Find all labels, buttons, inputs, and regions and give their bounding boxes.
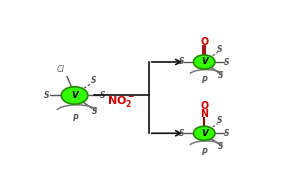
Text: P: P (202, 77, 208, 85)
Text: Cl: Cl (57, 65, 65, 74)
Text: S: S (217, 116, 223, 125)
Circle shape (193, 126, 215, 140)
Circle shape (193, 55, 215, 69)
Text: V: V (71, 91, 78, 100)
Text: V: V (201, 129, 208, 138)
Text: S: S (218, 142, 223, 151)
Text: S: S (179, 129, 185, 138)
Text: S: S (218, 71, 223, 80)
Circle shape (61, 87, 88, 104)
Text: S: S (224, 129, 230, 138)
Text: V: V (201, 57, 208, 67)
Text: S: S (44, 91, 50, 100)
Text: S: S (92, 107, 98, 116)
Text: S: S (217, 45, 223, 54)
Text: O: O (200, 37, 208, 47)
Text: P: P (202, 148, 208, 157)
Text: $\mathbf{NO_2^-}$: $\mathbf{NO_2^-}$ (107, 94, 135, 109)
Text: N: N (200, 109, 208, 119)
Text: P: P (72, 115, 78, 123)
Text: S: S (179, 57, 185, 67)
Text: S: S (92, 76, 97, 85)
Text: S: S (224, 58, 230, 67)
Text: S: S (100, 91, 105, 100)
Text: O: O (200, 101, 208, 112)
